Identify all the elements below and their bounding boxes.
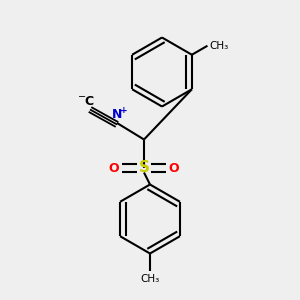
Text: CH₃: CH₃	[209, 41, 228, 51]
Text: +: +	[120, 106, 128, 116]
Text: S: S	[139, 160, 149, 175]
Text: N: N	[112, 109, 122, 122]
Text: CH₃: CH₃	[140, 274, 160, 284]
Text: C: C	[84, 95, 93, 108]
Text: O: O	[109, 161, 119, 175]
Text: O: O	[169, 161, 179, 175]
Text: −: −	[78, 92, 87, 102]
